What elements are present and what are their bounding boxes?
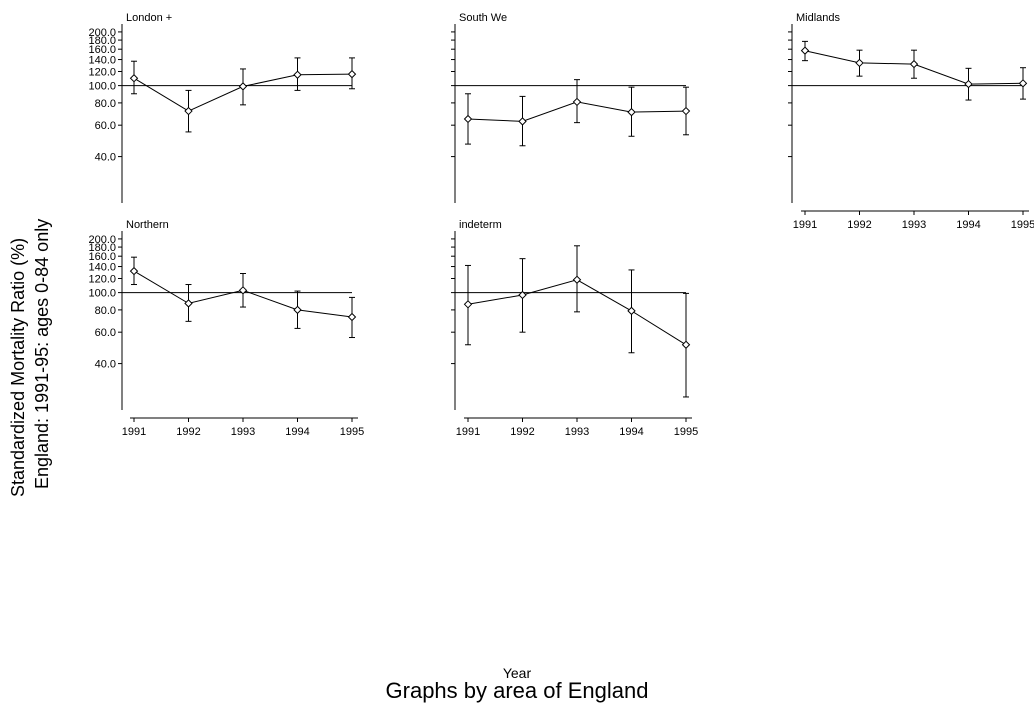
x-tick-label: 1992 [847, 219, 871, 231]
x-tick-label: 1995 [674, 426, 698, 438]
y-tick-label: 60.0 [95, 327, 116, 339]
y-tick-label: 180.0 [88, 242, 116, 254]
data-point [293, 70, 302, 79]
y-tick-label: 180.0 [88, 35, 116, 47]
chart-caption: Graphs by area of England [385, 678, 649, 703]
data-point [855, 58, 864, 68]
y-tick-label: 100.0 [88, 81, 116, 93]
data-point [909, 59, 919, 69]
y-tick-label: 140.0 [88, 55, 116, 67]
data-point [238, 286, 248, 295]
x-tick-label: 1991 [793, 219, 817, 231]
panel-title: Northern [126, 219, 169, 231]
y-tick-label: 120.0 [88, 273, 116, 285]
x-tick-label: 1994 [956, 219, 980, 231]
data-point [129, 74, 139, 83]
x-tick-label: 1991 [456, 426, 480, 438]
x-tick-label: 1993 [565, 426, 589, 438]
x-tick-label: 1991 [122, 426, 146, 438]
data-point [238, 82, 248, 91]
panel-title: Midlands [796, 12, 841, 24]
y-tick-label: 140.0 [88, 262, 116, 274]
y-tick-label: 200.0 [88, 234, 116, 246]
data-point [518, 117, 527, 126]
data-point [347, 69, 357, 79]
data-point [964, 79, 973, 89]
data-point [681, 340, 691, 349]
y-tick-label: 100.0 [88, 288, 116, 300]
panel-title: London + [126, 12, 172, 24]
data-point [627, 306, 636, 316]
panel-title: indeterm [459, 219, 502, 231]
data-point [681, 106, 691, 116]
panel-northern: Northern 40.0 60.0 80.0 100.0 120.0140.0160.0… [88, 219, 364, 438]
data-point [463, 114, 473, 124]
x-tick-label: 1994 [619, 426, 643, 438]
data-point [627, 107, 636, 117]
panel-south-we: South We [451, 12, 691, 203]
x-tick-label: 1995 [340, 426, 364, 438]
y-tick-label: 120.0 [88, 66, 116, 78]
x-tick-label: 1993 [231, 426, 255, 438]
data-point [347, 312, 357, 322]
data-point [572, 97, 582, 107]
x-tick-label: 1993 [902, 219, 926, 231]
y-tick-label: 40.0 [95, 152, 116, 164]
data-point [1018, 79, 1028, 88]
data-point [184, 106, 193, 116]
y-tick-label: 80.0 [95, 98, 116, 110]
x-axis-title: Year [502, 665, 532, 681]
y-tick-label: 200.0 [88, 27, 116, 39]
x-tick-label: 1992 [510, 426, 534, 438]
panel-london: London + 40.0 60.0 80.0 100.0 120.0140.0160.0… [88, 12, 357, 203]
y-tick-label: 40.0 [95, 359, 116, 371]
data-point [572, 275, 582, 284]
panel-midlands: Midlands 1991 1992 1993 1994 1995 [788, 12, 1034, 231]
panel-indeterm: indeterm 1991 1992 1993 1994 1995 [451, 219, 698, 438]
data-point [129, 266, 139, 276]
x-tick-label: 1994 [285, 426, 309, 438]
data-point [184, 299, 193, 308]
x-tick-label: 1995 [1011, 219, 1034, 231]
y-tick-label: 160.0 [88, 44, 116, 56]
data-point [800, 46, 810, 55]
data-point [518, 290, 527, 300]
y-tick-label: 80.0 [95, 305, 116, 317]
y-tick-label: 160.0 [88, 251, 116, 263]
panel-title: South We [459, 12, 507, 24]
data-point [293, 305, 302, 315]
x-tick-label: 1992 [176, 426, 200, 438]
data-point [463, 300, 473, 309]
y-tick-label: 60.0 [95, 120, 116, 132]
